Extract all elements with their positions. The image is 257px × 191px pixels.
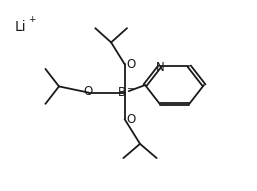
Text: +: + — [28, 15, 35, 24]
Text: Li: Li — [15, 20, 26, 34]
Text: O: O — [126, 113, 136, 126]
Text: N: N — [155, 61, 164, 74]
Text: B: B — [117, 86, 126, 99]
Text: O: O — [83, 85, 92, 98]
Text: −: − — [125, 83, 133, 92]
Text: O: O — [126, 58, 136, 71]
